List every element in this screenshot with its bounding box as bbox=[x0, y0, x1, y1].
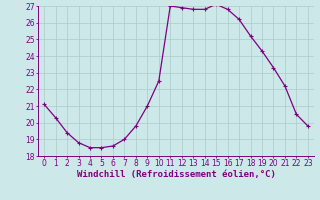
X-axis label: Windchill (Refroidissement éolien,°C): Windchill (Refroidissement éolien,°C) bbox=[76, 170, 276, 179]
